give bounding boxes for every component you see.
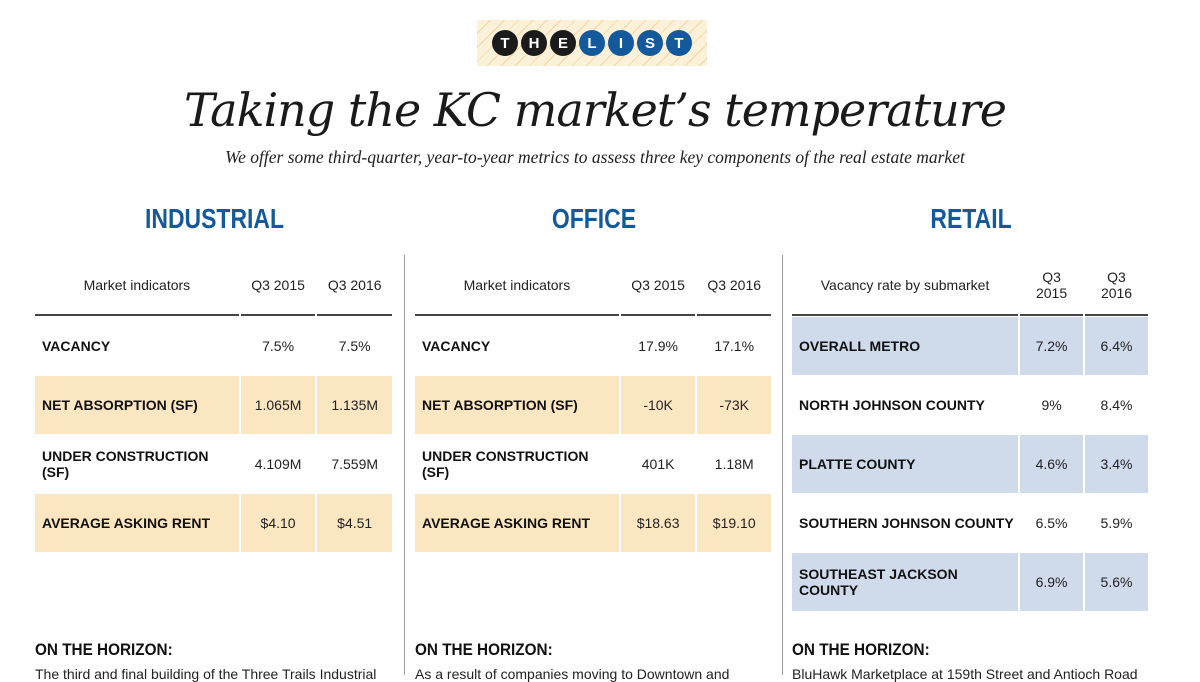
row-label: NET ABSORPTION (SF) (415, 375, 619, 434)
cell-value: $4.51 (317, 493, 392, 552)
cell-value: $18.63 (620, 493, 696, 552)
section-heading: INDUSTRIAL (144, 203, 285, 234)
page-title: Taking the KC market’s temperature (184, 83, 1007, 137)
table-row: AVERAGE ASKING RENT $4.10 $4.51 (35, 493, 392, 552)
row-label: AVERAGE ASKING RENT (415, 493, 619, 552)
cell-value: $4.10 (240, 493, 316, 552)
horizon-heading: ON THE HORIZON: (35, 640, 173, 659)
row-label: NET ABSORPTION (SF) (35, 375, 239, 434)
table-row: NET ABSORPTION (SF) -10K -73K (415, 375, 771, 434)
cell-value: 4.109M (240, 434, 316, 493)
cell-value: $19.10 (697, 493, 771, 552)
logo-letter: T (492, 30, 518, 56)
cell-value: 6.5% (1020, 493, 1084, 552)
cell-value: 3.4% (1085, 434, 1148, 493)
row-label: NORTH JOHNSON COUNTY (792, 375, 1019, 434)
section-retail: RETAIL Vacancy rate by submarket Q3 2015 Q3… (792, 195, 1150, 611)
cell-value: 7.5% (240, 316, 316, 375)
column-header: Q3 2015 (620, 255, 696, 316)
table-row: VACANCY 17.9% 17.1% (415, 316, 771, 375)
column-header: Market indicators (415, 255, 619, 316)
section-heading: OFFICE (551, 203, 637, 234)
table-row: SOUTHEAST JACKSON COUNTY 6.9% 5.6% (792, 552, 1148, 611)
office-table: Market indicators Q3 2015 Q3 2016 VACANCY 17… (413, 255, 773, 552)
section-office: OFFICE Market indicators Q3 2015 Q3 2016 VAC… (415, 195, 773, 552)
row-label: OVERALL METRO (792, 316, 1019, 375)
logo-letter: T (666, 30, 692, 56)
column-header: Q3 2016 (317, 255, 392, 316)
column-header: Q3 2015 (1020, 255, 1084, 316)
cell-value: -73K (697, 375, 771, 434)
column-header: Q3 2015 (240, 255, 316, 316)
cell-value: 5.6% (1085, 552, 1148, 611)
table-row: NET ABSORPTION (SF) 1.065M 1.135M (35, 375, 392, 434)
cell-value: 1.135M (317, 375, 392, 434)
table-row: OVERALL METRO 7.2% 6.4% (792, 316, 1148, 375)
cell-value: 401K (620, 434, 696, 493)
column-header: Q3 2016 (697, 255, 771, 316)
cell-value: 8.4% (1085, 375, 1148, 434)
table-row: AVERAGE ASKING RENT $18.63 $19.10 (415, 493, 771, 552)
the-list-logo: T H E L I S T (477, 20, 707, 66)
row-label: VACANCY (35, 316, 239, 375)
retail-table: Vacancy rate by submarket Q3 2015 Q3 2016 O… (790, 255, 1150, 611)
industrial-table: Market indicators Q3 2015 Q3 2016 VACANCY 7.… (33, 255, 394, 552)
section-heading: RETAIL (930, 203, 1012, 234)
column-header: Q3 2016 (1085, 255, 1148, 316)
cell-value: 1.065M (240, 375, 316, 434)
row-label: VACANCY (415, 316, 619, 375)
page-subtitle: We offer some third-quarter, year-to-yea… (225, 147, 965, 167)
cell-value: 4.6% (1020, 434, 1084, 493)
row-label: AVERAGE ASKING RENT (35, 493, 239, 552)
logo-letter: E (550, 30, 576, 56)
row-label: UNDER CONSTRUCTION (SF) (35, 434, 239, 493)
logo-letter: S (637, 30, 663, 56)
table-header-row: Market indicators Q3 2015 Q3 2016 (35, 255, 392, 316)
table-row: PLATTE COUNTY 4.6% 3.4% (792, 434, 1148, 493)
table-header-row: Market indicators Q3 2015 Q3 2016 (415, 255, 771, 316)
table-row: VACANCY 7.5% 7.5% (35, 316, 392, 375)
row-label: SOUTHERN JOHNSON COUNTY (792, 493, 1019, 552)
horizon-heading: ON THE HORIZON: (415, 640, 553, 659)
logo-letter: H (521, 30, 547, 56)
table-row: SOUTHERN JOHNSON COUNTY 6.5% 5.9% (792, 493, 1148, 552)
cell-value: 7.2% (1020, 316, 1084, 375)
logo-letter: I (608, 30, 634, 56)
column-divider (404, 255, 405, 675)
table-row: UNDER CONSTRUCTION (SF) 4.109M 7.559M (35, 434, 392, 493)
cell-value: -10K (620, 375, 696, 434)
cell-value: 17.9% (620, 316, 696, 375)
horizon-text: BluHawk Marketplace at 159th Street and … (792, 666, 1138, 682)
column-header: Market indicators (35, 255, 239, 316)
table-row: UNDER CONSTRUCTION (SF) 401K 1.18M (415, 434, 771, 493)
cell-value: 17.1% (697, 316, 771, 375)
cell-value: 6.9% (1020, 552, 1084, 611)
cell-value: 6.4% (1085, 316, 1148, 375)
row-label: PLATTE COUNTY (792, 434, 1019, 493)
cell-value: 9% (1020, 375, 1084, 434)
cell-value: 5.9% (1085, 493, 1148, 552)
column-header: Vacancy rate by submarket (792, 255, 1019, 316)
table-row: NORTH JOHNSON COUNTY 9% 8.4% (792, 375, 1148, 434)
table-header-row: Vacancy rate by submarket Q3 2015 Q3 2016 (792, 255, 1148, 316)
cell-value: 7.5% (317, 316, 392, 375)
section-industrial: INDUSTRIAL Market indicators Q3 2015 Q3 201… (35, 195, 394, 552)
logo-letter: L (579, 30, 605, 56)
cell-value: 7.559M (317, 434, 392, 493)
horizon-text: As a result of companies moving to Downt… (415, 666, 730, 682)
row-label: UNDER CONSTRUCTION (SF) (415, 434, 619, 493)
horizon-heading: ON THE HORIZON: (792, 640, 930, 659)
cell-value: 1.18M (697, 434, 771, 493)
row-label: SOUTHEAST JACKSON COUNTY (792, 552, 1019, 611)
horizon-text: The third and final building of the Thre… (35, 666, 377, 682)
column-divider (782, 255, 783, 675)
